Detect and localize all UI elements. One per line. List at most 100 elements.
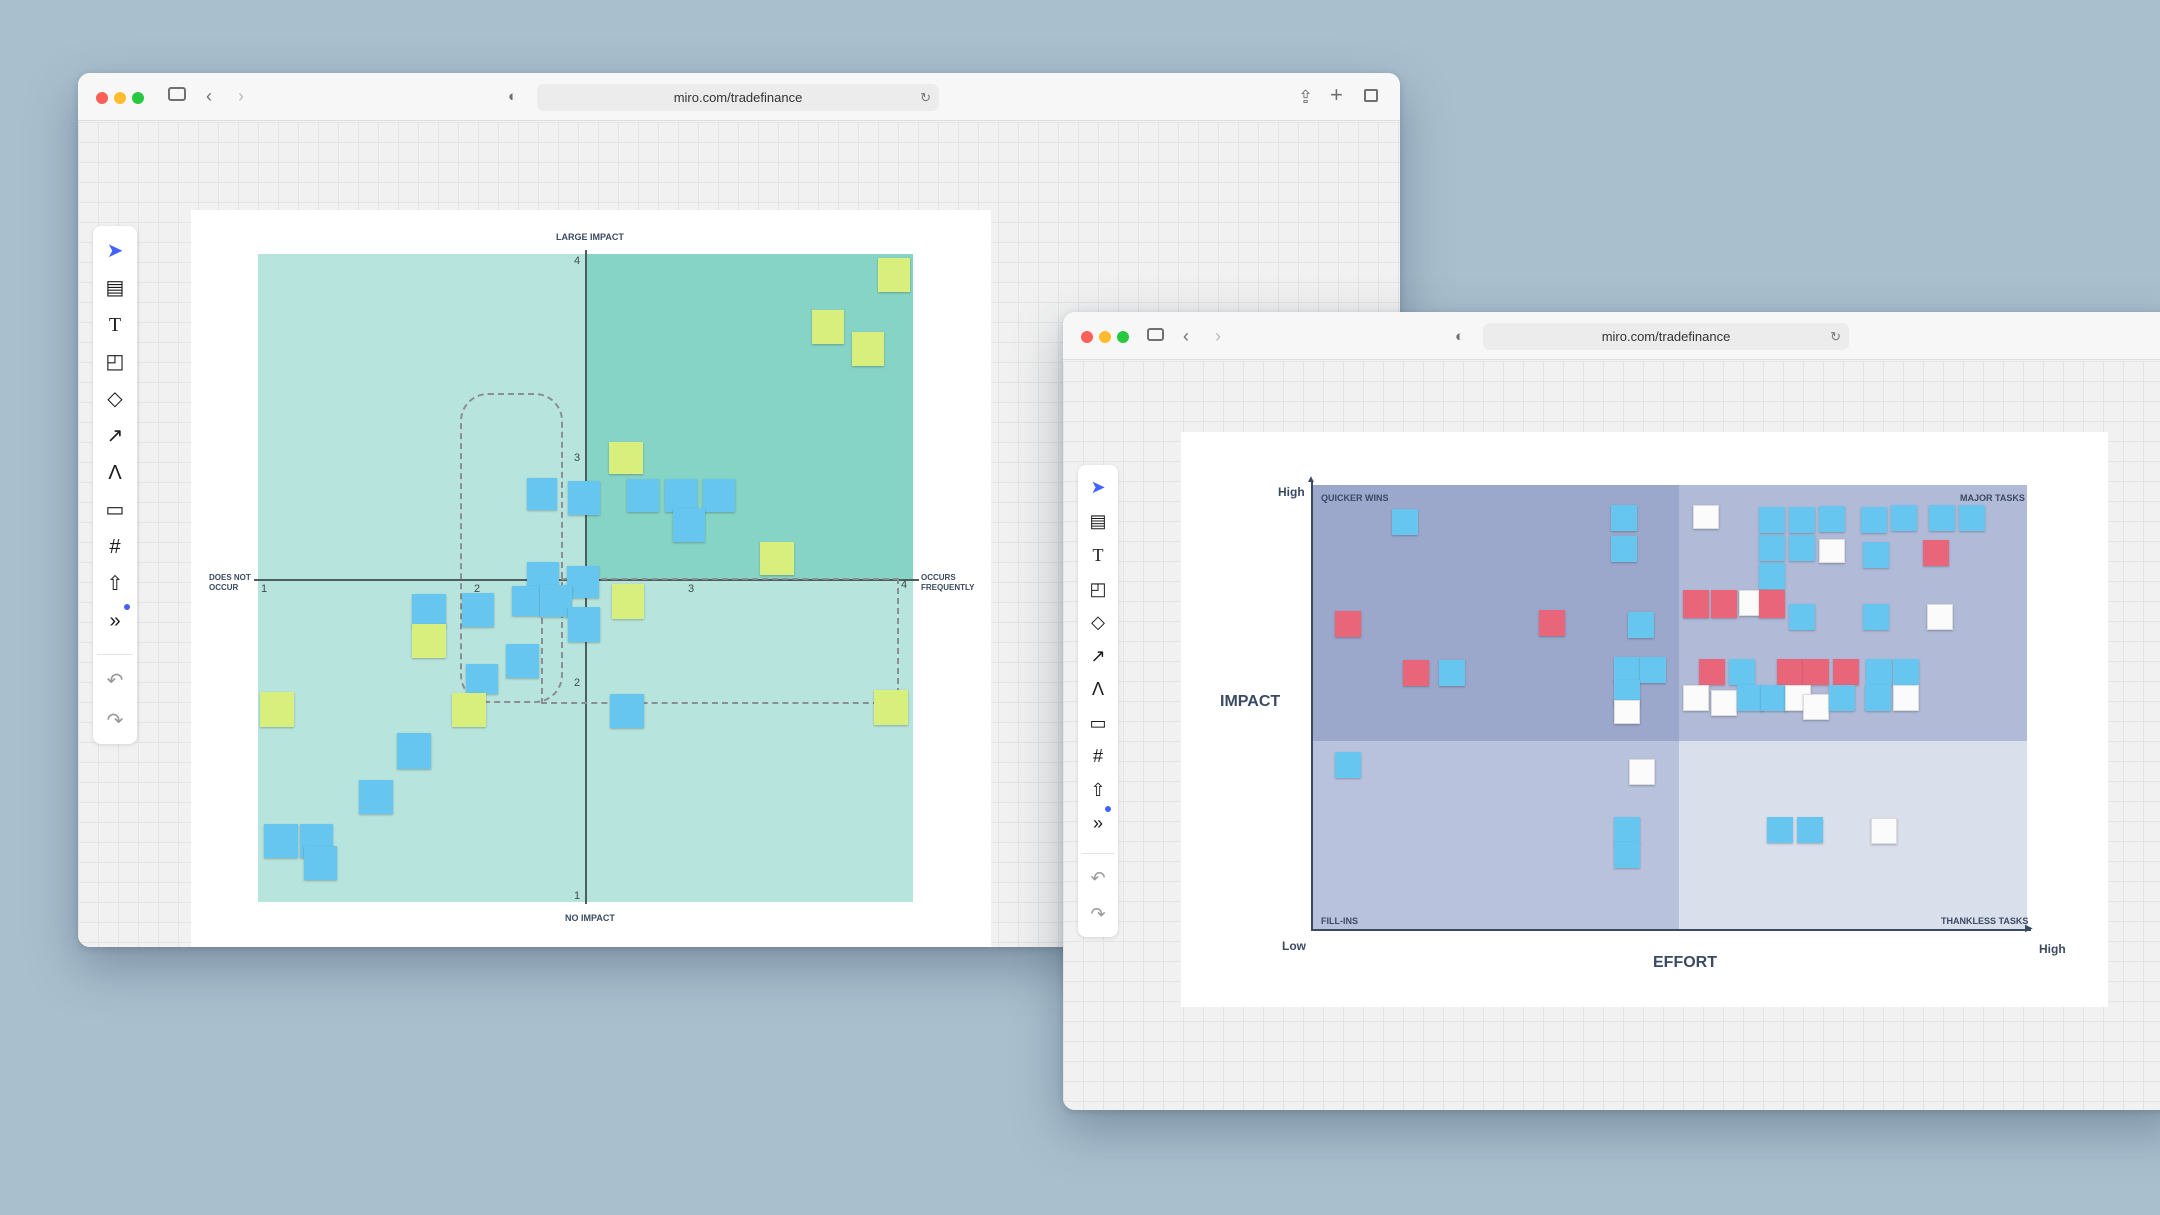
sticky-note[interactable] <box>1797 817 1823 843</box>
sticky-note[interactable] <box>1863 542 1889 568</box>
sticky-note[interactable] <box>1777 659 1803 685</box>
sticky-note[interactable] <box>466 664 498 694</box>
sticky-note[interactable] <box>1927 604 1953 630</box>
address-bar[interactable]: miro.com/tradefinance ↻ <box>1483 323 1849 350</box>
sticky-note[interactable] <box>452 693 486 727</box>
connector-icon[interactable]: ↗ <box>1090 646 1106 666</box>
sticky-note[interactable] <box>540 585 572 617</box>
comment-icon[interactable]: ▭ <box>1089 713 1107 733</box>
sticky-note[interactable] <box>1614 700 1640 724</box>
sticky-note[interactable] <box>1819 506 1845 532</box>
sticky-note[interactable] <box>1335 611 1361 637</box>
back-icon[interactable]: ‹ <box>1183 326 1189 346</box>
sticky-note[interactable] <box>1683 590 1709 618</box>
undo-icon[interactable]: ↶ <box>1090 868 1106 888</box>
more-icon[interactable]: » <box>1092 813 1103 833</box>
sticky-note[interactable] <box>610 694 644 728</box>
sticky-note[interactable] <box>1789 507 1815 533</box>
sticky-note[interactable] <box>1865 685 1891 711</box>
sticky-note[interactable] <box>1392 509 1418 535</box>
back-icon[interactable]: ‹ <box>206 86 212 106</box>
sticky-note[interactable] <box>1629 759 1655 785</box>
sticky-note[interactable] <box>1640 657 1666 683</box>
sticky-note[interactable] <box>1729 659 1755 685</box>
sidebar-icon[interactable] <box>168 87 186 101</box>
sticky-note[interactable] <box>304 846 337 880</box>
sticky-note[interactable] <box>1683 685 1709 711</box>
sticky-note[interactable] <box>1893 685 1919 711</box>
sticky-note[interactable] <box>1711 690 1737 716</box>
sticky-note[interactable] <box>1833 659 1859 685</box>
sticky-note[interactable] <box>1893 659 1919 685</box>
sticky-note[interactable] <box>874 690 908 725</box>
sticky-note[interactable] <box>1819 539 1845 563</box>
sticky-note[interactable] <box>359 780 393 814</box>
sticky-note[interactable] <box>1737 685 1763 711</box>
sticky-note[interactable] <box>568 481 600 515</box>
sticky-note[interactable] <box>703 479 735 512</box>
sticky-note[interactable] <box>1863 604 1889 630</box>
select-icon[interactable]: ➤ <box>106 240 124 262</box>
sticky-note[interactable] <box>1711 590 1737 618</box>
redo-icon[interactable]: ↷ <box>1090 904 1106 924</box>
zoom-window-button[interactable] <box>1117 331 1129 343</box>
sticky-note[interactable] <box>665 479 697 512</box>
sticky-note[interactable] <box>1959 505 1985 531</box>
sticky-note[interactable] <box>397 733 431 769</box>
sticky-note[interactable] <box>412 624 446 658</box>
sticky-note[interactable] <box>260 692 294 727</box>
sticky-note[interactable] <box>1439 660 1465 686</box>
sticky-note[interactable] <box>412 594 446 628</box>
sticky-note[interactable] <box>760 542 794 575</box>
sticky-note[interactable] <box>1789 535 1815 561</box>
sticky-note[interactable] <box>1759 535 1785 561</box>
sticky-note[interactable] <box>878 258 910 292</box>
sticky-note[interactable] <box>264 824 298 858</box>
frame-icon[interactable]: # <box>1092 746 1103 766</box>
sticky-note[interactable] <box>512 586 542 616</box>
sticky-note[interactable] <box>1614 842 1640 868</box>
sticky-note[interactable] <box>1611 505 1637 531</box>
sticky-note[interactable] <box>1628 612 1654 638</box>
sticky-note[interactable] <box>1871 818 1897 844</box>
tab-overview-icon[interactable] <box>1364 89 1378 102</box>
sidebar-icon[interactable] <box>1147 328 1164 341</box>
sticky-note[interactable] <box>1759 507 1785 533</box>
reload-icon[interactable]: ↻ <box>920 90 931 105</box>
close-window-button[interactable] <box>96 92 108 104</box>
sticky-note-icon[interactable]: ◰ <box>105 351 125 373</box>
sticky-note[interactable] <box>812 310 844 344</box>
sticky-note[interactable] <box>1803 659 1829 685</box>
pen-icon[interactable]: Λ <box>108 462 122 484</box>
sticky-note[interactable] <box>612 584 644 619</box>
frame-icon[interactable]: # <box>109 536 121 558</box>
sticky-note[interactable] <box>1891 505 1917 531</box>
sticky-note[interactable] <box>462 593 494 627</box>
sticky-note[interactable] <box>1759 563 1785 589</box>
redo-icon[interactable]: ↷ <box>106 710 124 732</box>
sticky-note[interactable] <box>506 644 539 678</box>
sticky-note[interactable] <box>673 508 705 542</box>
sticky-note[interactable] <box>568 607 600 642</box>
new-tab-icon[interactable]: + <box>1330 82 1343 107</box>
sticky-note[interactable] <box>1614 657 1640 683</box>
sticky-note[interactable] <box>1866 659 1892 685</box>
minimize-window-button[interactable] <box>1099 331 1111 343</box>
sticky-note[interactable] <box>1803 694 1829 720</box>
sticky-note[interactable] <box>527 478 557 510</box>
sticky-note[interactable] <box>627 479 659 512</box>
shapes-icon[interactable]: ◇ <box>107 388 123 410</box>
upload-icon[interactable]: ⇧ <box>1090 780 1106 800</box>
sticky-note[interactable] <box>1789 604 1815 630</box>
forward-icon[interactable]: › <box>238 86 244 106</box>
sticky-note[interactable] <box>567 566 599 598</box>
sticky-note[interactable] <box>1829 685 1855 711</box>
sticky-note[interactable] <box>1611 536 1637 562</box>
sticky-note[interactable] <box>1699 659 1725 685</box>
undo-icon[interactable]: ↶ <box>106 670 124 692</box>
sticky-note[interactable] <box>1539 610 1565 636</box>
more-icon[interactable]: » <box>109 610 121 632</box>
sticky-note[interactable] <box>1767 817 1793 843</box>
pen-icon[interactable]: Λ <box>1091 679 1105 699</box>
board-canvas[interactable]: ➤ ▤ T ◰ ◇ ↗ Λ ▭ # ⇧ » ↶ ↷ ▲ ▶ High L <box>1063 361 2160 1110</box>
